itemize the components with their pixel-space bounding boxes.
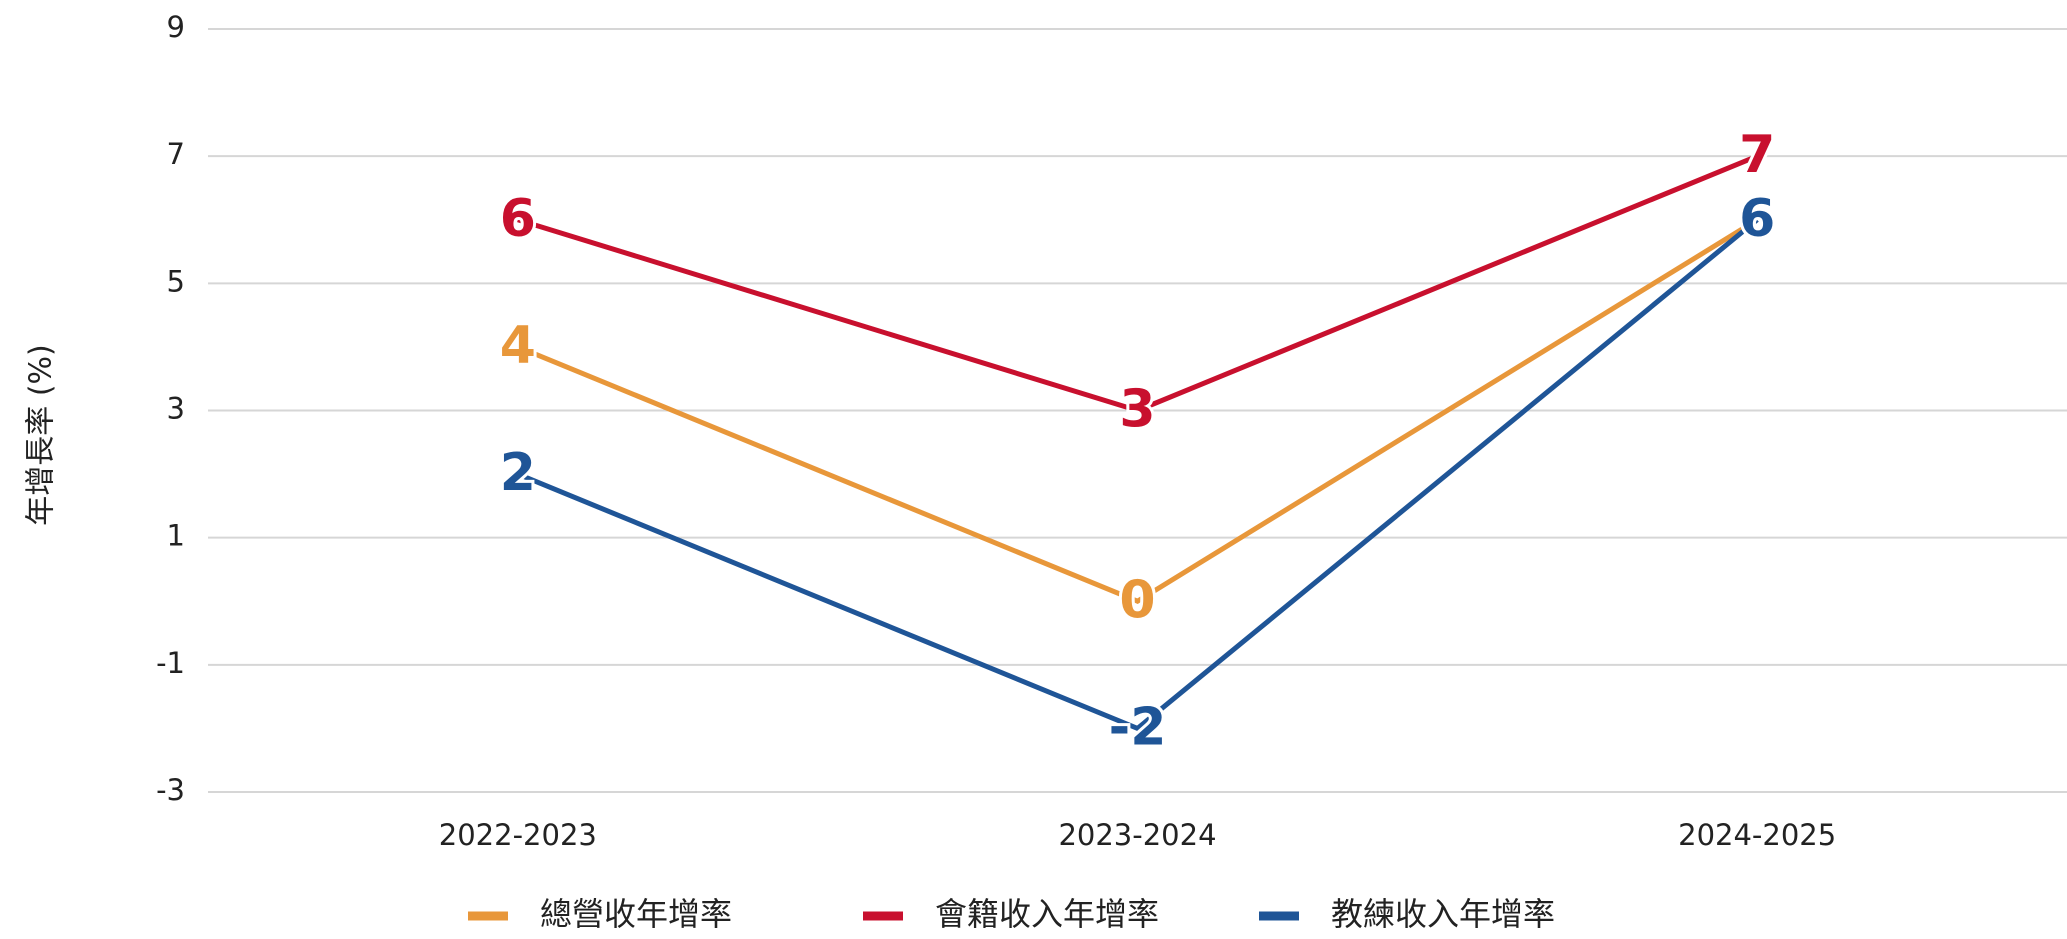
x-tick-label: 2023-2024 [1058, 818, 1216, 852]
data-label: -2 [1109, 697, 1167, 757]
data-label: 7 [1739, 125, 1775, 185]
legend-label: 教練收入年增率 [1331, 895, 1555, 933]
x-tick-label: 2024-2025 [1678, 818, 1836, 852]
y-axis-title: 年增長率 (%) [24, 344, 59, 525]
y-tick-label: 5 [167, 264, 185, 298]
data-label: 0 [1119, 570, 1155, 630]
y-tick-label: 9 [167, 10, 185, 44]
y-tick-label: 7 [167, 137, 185, 171]
data-label: 6 [1739, 189, 1775, 249]
legend-label: 總營收年增率 [540, 895, 732, 933]
series-line [516, 217, 1759, 732]
y-tick-label: 1 [167, 519, 185, 553]
data-label: 2 [500, 443, 536, 503]
series-line [516, 217, 1759, 605]
y-tick-label: -3 [156, 773, 185, 807]
data-label: 6 [1739, 189, 1775, 249]
x-tick-label: 2022-2023 [439, 818, 597, 852]
y-tick-label: -1 [156, 646, 185, 680]
y-tick-label: 3 [167, 392, 185, 426]
data-label: 3 [1119, 380, 1155, 440]
legend-label: 會籍收入年增率 [935, 895, 1159, 933]
data-label: 6 [500, 189, 536, 249]
data-label: 4 [500, 316, 536, 376]
series-line [517, 153, 1759, 414]
